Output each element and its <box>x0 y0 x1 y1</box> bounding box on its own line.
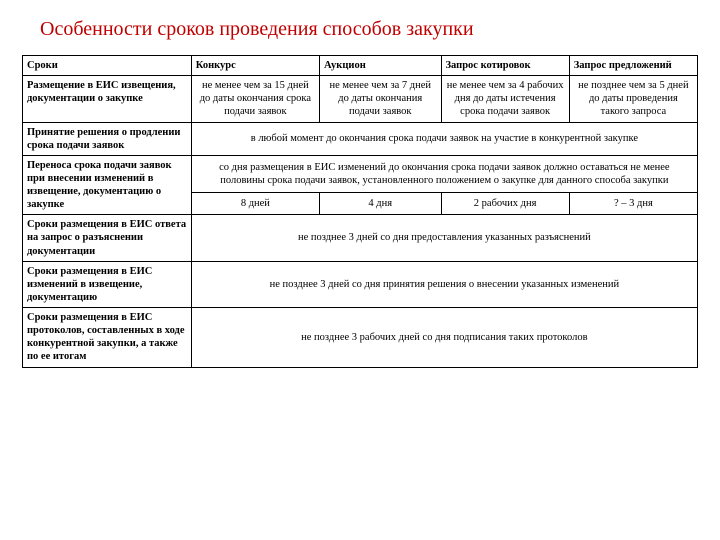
table-row: Сроки размещения в ЕИС протоколов, соста… <box>23 308 698 368</box>
table-header-row: Сроки Конкурс Аукцион Запрос котировок З… <box>23 56 698 76</box>
row-label: Принятие решения о продлении срока подач… <box>23 122 192 155</box>
cell: не менее чем за 7 дней до даты окончания… <box>320 76 442 122</box>
cell-span: со дня размещения в ЕИС изменений до око… <box>191 155 697 192</box>
cell-span: не позднее 3 рабочих дней со дня подписа… <box>191 308 697 368</box>
cell: 4 дня <box>320 192 442 214</box>
header-auktsion: Аукцион <box>320 56 442 76</box>
header-sroki: Сроки <box>23 56 192 76</box>
cell-span: не позднее 3 дней со дня предоставления … <box>191 215 697 261</box>
cell: не менее чем за 15 дней до даты окончани… <box>191 76 319 122</box>
page-title: Особенности сроков проведения способов з… <box>22 18 698 41</box>
row-label: Сроки размещения в ЕИС протоколов, соста… <box>23 308 192 368</box>
cell: 8 дней <box>191 192 319 214</box>
table-row: Размещение в ЕИС извещения, документации… <box>23 76 698 122</box>
row-label: Размещение в ЕИС извещения, документации… <box>23 76 192 122</box>
table-row: Сроки размещения в ЕИС изменений в извещ… <box>23 261 698 307</box>
header-zapros-predlozheniy: Запрос предложений <box>569 56 697 76</box>
table-row: Сроки размещения в ЕИС ответа на запрос … <box>23 215 698 261</box>
cell-span: в любой момент до окончания срока подачи… <box>191 122 697 155</box>
cell: не позднее чем за 5 дней до даты проведе… <box>569 76 697 122</box>
table-row: Переноса срока подачи заявок при внесени… <box>23 155 698 192</box>
cell: ? – 3 дня <box>569 192 697 214</box>
row-label: Сроки размещения в ЕИС ответа на запрос … <box>23 215 192 261</box>
table-row: Принятие решения о продлении срока подач… <box>23 122 698 155</box>
row-label: Сроки размещения в ЕИС изменений в извещ… <box>23 261 192 307</box>
cell: не менее чем за 4 рабочих дня до даты ис… <box>441 76 569 122</box>
cell-span: не позднее 3 дней со дня принятия решени… <box>191 261 697 307</box>
cell: 2 рабочих дня <box>441 192 569 214</box>
header-zapros-kotirovok: Запрос котировок <box>441 56 569 76</box>
header-konkurs: Конкурс <box>191 56 319 76</box>
row-label: Переноса срока подачи заявок при внесени… <box>23 155 192 215</box>
procurement-table: Сроки Конкурс Аукцион Запрос котировок З… <box>22 55 698 368</box>
